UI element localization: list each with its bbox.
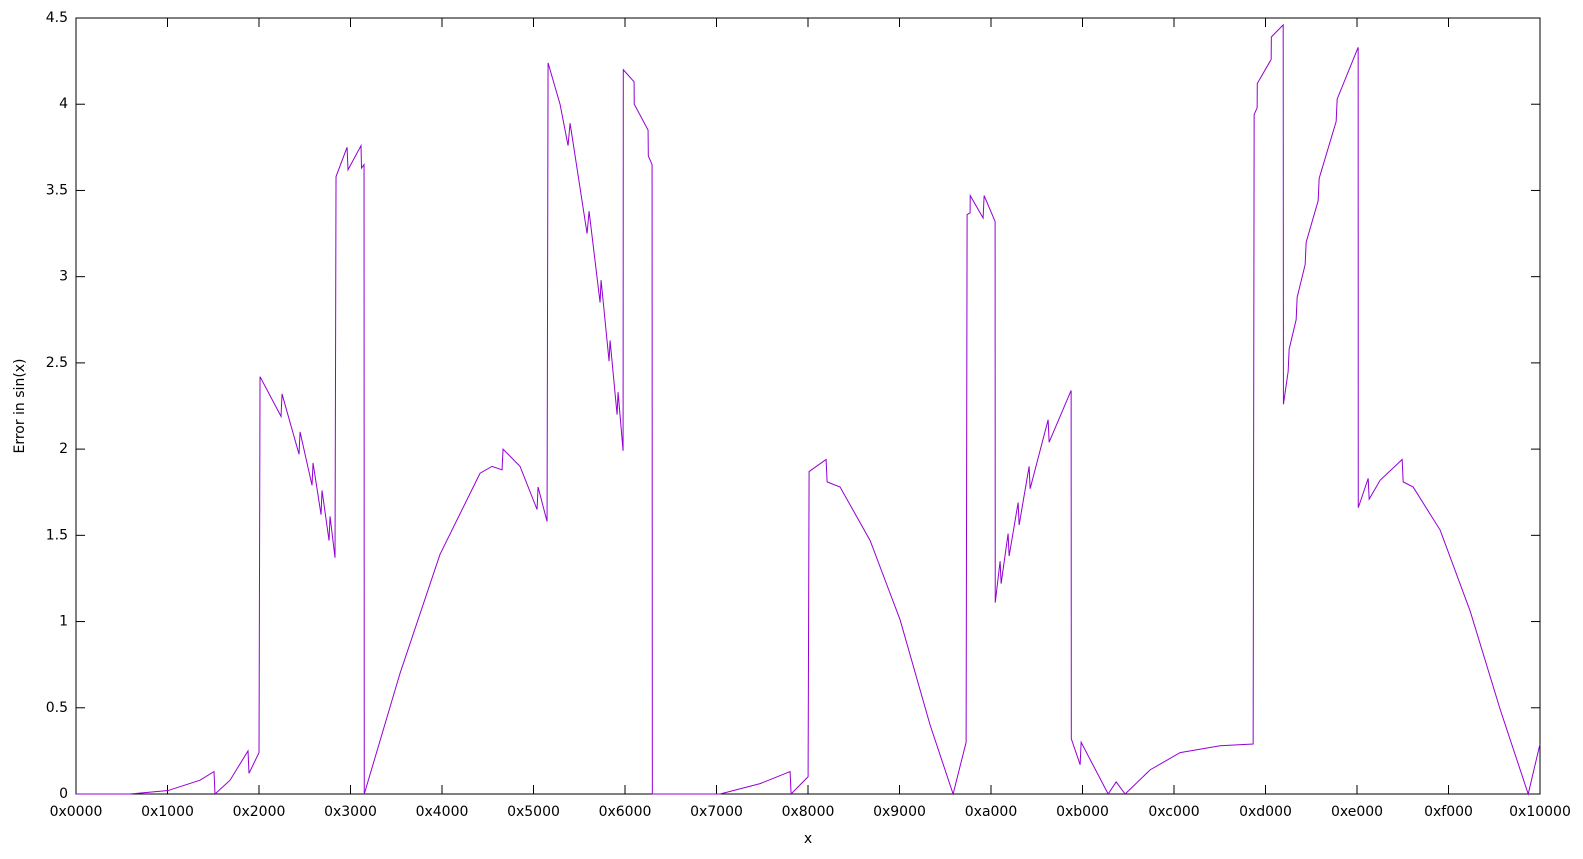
y-axis-label: Error in sin(x) <box>12 358 28 453</box>
x-tick-label: 0xa000 <box>965 804 1018 820</box>
x-tick-label: 0x10000 <box>1509 804 1571 820</box>
y-tick-label: 0.5 <box>46 700 68 716</box>
x-tick-label: 0x2000 <box>233 804 286 820</box>
y-tick-label: 2 <box>59 441 68 457</box>
x-tick-label: 0x6000 <box>599 804 652 820</box>
x-tick-label: 0xb000 <box>1056 804 1109 820</box>
y-tick-label: 0 <box>59 786 68 802</box>
y-tick-label: 2.5 <box>46 355 68 371</box>
x-tick-label: 0xe000 <box>1331 804 1383 820</box>
x-tick-label: 0xf000 <box>1424 804 1473 820</box>
x-tick-label: 0x7000 <box>690 804 743 820</box>
y-tick-label: 1 <box>59 614 68 630</box>
y-tick-label: 4 <box>59 96 68 112</box>
x-tick-label: 0x4000 <box>416 804 469 820</box>
x-tick-label: 0x0000 <box>50 804 103 820</box>
y-tick-label: 3 <box>59 269 68 285</box>
x-tick-label: 0xd000 <box>1239 804 1292 820</box>
x-tick-label: 0x8000 <box>782 804 835 820</box>
x-tick-label: 0x3000 <box>324 804 377 820</box>
y-tick-label: 1.5 <box>46 527 68 543</box>
data-line <box>76 23 1541 796</box>
x-tick-label: 0xc000 <box>1148 804 1199 820</box>
y-tick-label: 4.5 <box>46 10 68 26</box>
x-tick-label: 0x9000 <box>873 804 926 820</box>
x-axis-label: x <box>804 831 812 847</box>
x-tick-label: 0x1000 <box>141 804 194 820</box>
x-tick-label: 0x5000 <box>507 804 560 820</box>
y-tick-label: 3.5 <box>46 182 68 198</box>
